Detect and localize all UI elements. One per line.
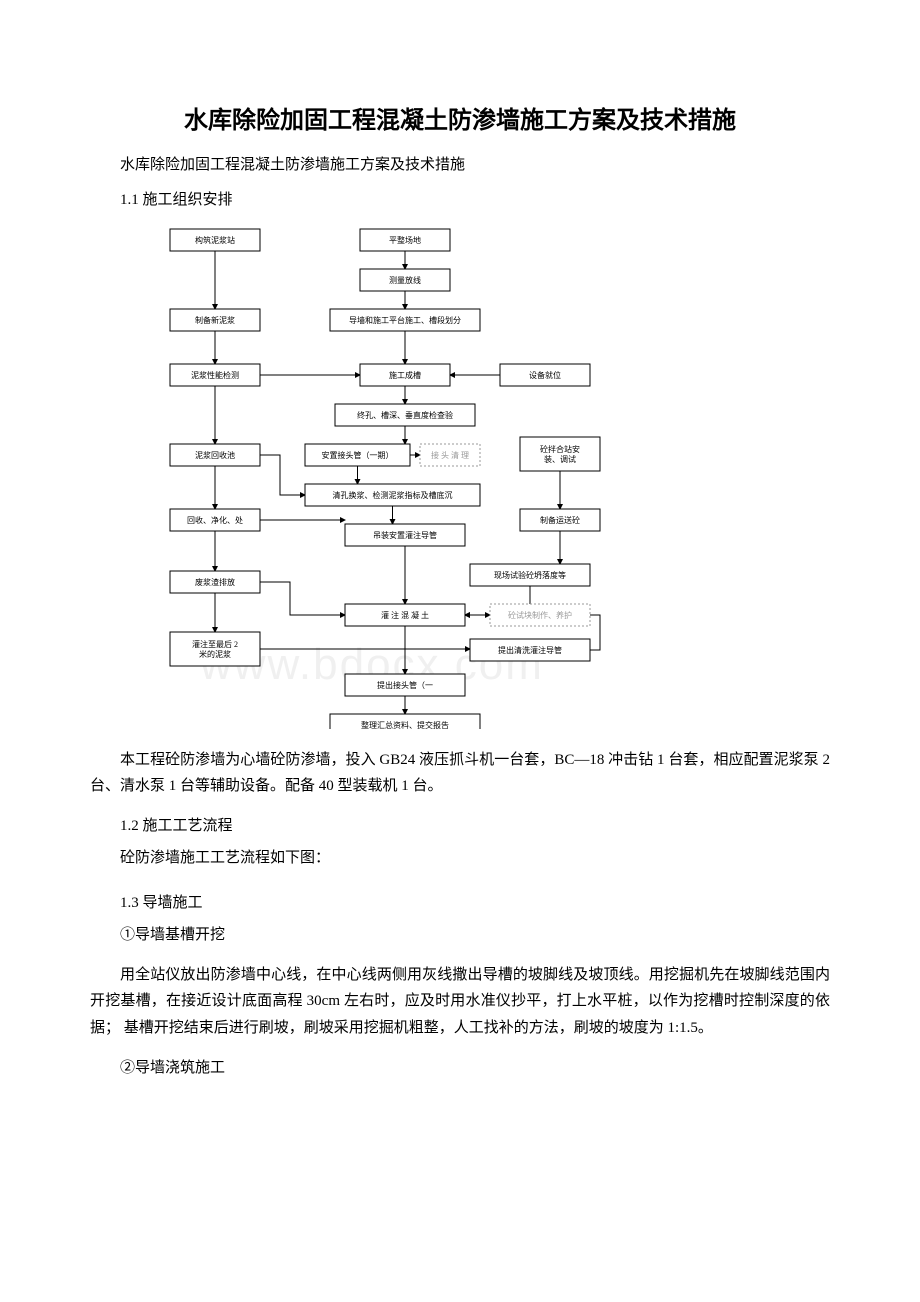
svg-text:导墙和施工平台施工、槽段划分: 导墙和施工平台施工、槽段划分 — [349, 315, 461, 325]
flow-node-n17: 吊装安置灌注导管 — [345, 524, 465, 546]
flow-node-n11: 安置接头管（一期） — [305, 444, 410, 466]
flow-node-n18: 废浆渣排放 — [170, 571, 260, 593]
flow-node-n21: 砼试块制作、养护 — [490, 604, 590, 626]
svg-text:砼试块制作、养护: 砼试块制作、养护 — [508, 610, 572, 620]
paragraph-1: 本工程砼防渗墙为心墙砼防渗墙，投入 GB24 液压抓斗机一台套，BC—18 冲击… — [90, 747, 830, 800]
paragraph-4: 用全站仪放出防渗墙中心线，在中心线两侧用灰线撒出导槽的坡脚线及坡顶线。用挖掘机先… — [90, 962, 830, 1041]
flow-node-n5: 导墙和施工平台施工、槽段划分 — [330, 309, 480, 331]
svg-text:安置接头管（一期）: 安置接头管（一期） — [322, 450, 394, 460]
svg-text:设备就位: 设备就位 — [529, 370, 561, 380]
svg-text:清孔换浆、检测泥浆指标及槽底沉: 清孔换浆、检测泥浆指标及槽底沉 — [333, 490, 453, 500]
svg-text:提出接头管（一: 提出接头管（一 — [377, 680, 433, 690]
flow-node-n7: 施工成槽 — [360, 364, 450, 386]
svg-text:平整场地: 平整场地 — [389, 235, 421, 245]
flow-node-n6: 泥浆性能检测 — [170, 364, 260, 386]
svg-text:测量放线: 测量放线 — [389, 275, 421, 285]
section-1-3: 1.3 导墙施工 — [90, 891, 830, 912]
svg-text:吊装安置灌注导管: 吊装安置灌注导管 — [373, 530, 437, 540]
flow-node-n10: 泥浆回收池 — [170, 444, 260, 466]
flowchart-svg: 构筑泥浆站 平整场地测量放线制备新泥浆 导墙和施工平台施工、槽段划分泥浆性能检测 施工… — [150, 219, 630, 729]
flow-node-n16: 制备运送砼 — [520, 509, 600, 531]
flow-node-n2: 平整场地 — [360, 229, 450, 251]
flow-node-n1: 构筑泥浆站 — [170, 229, 260, 251]
svg-text:施工成槽: 施工成槽 — [389, 370, 421, 380]
svg-text:灌注至最后 2: 灌注至最后 2 — [192, 639, 238, 649]
flow-node-n4: 制备新泥浆 — [170, 309, 260, 331]
svg-text:回收、净化、处: 回收、净化、处 — [187, 515, 243, 525]
svg-text:提出清洗灌注导管: 提出清洗灌注导管 — [498, 645, 562, 655]
paragraph-3: ①导墙基槽开挖 — [90, 922, 830, 948]
flow-node-n3: 测量放线 — [360, 269, 450, 291]
section-1-1: 1.1 施工组织安排 — [90, 188, 830, 209]
svg-text:米的泥浆: 米的泥浆 — [199, 649, 231, 659]
svg-text:接 头 清 理: 接 头 清 理 — [431, 450, 469, 460]
svg-text:废浆渣排放: 废浆渣排放 — [195, 577, 235, 587]
svg-text:整理汇总资料、提交报告: 整理汇总资料、提交报告 — [361, 720, 449, 729]
flow-node-n8: 设备就位 — [500, 364, 590, 386]
svg-text:灌 注 混 凝 土: 灌 注 混 凝 土 — [381, 610, 429, 620]
svg-text:构筑泥浆站: 构筑泥浆站 — [195, 235, 235, 245]
flow-node-n22: 灌注至最后 2米的泥浆 — [170, 632, 260, 666]
flow-node-n14: 清孔换浆、检测泥浆指标及槽底沉 — [305, 484, 480, 506]
flow-node-n15: 回收、净化、处 — [170, 509, 260, 531]
flow-node-n12: 接 头 清 理 — [420, 444, 480, 466]
svg-text:泥浆性能检测: 泥浆性能检测 — [191, 370, 239, 380]
page-title: 水库除险加固工程混凝土防渗墙施工方案及技术措施 — [90, 100, 830, 135]
flow-node-n24: 提出接头管（一 — [345, 674, 465, 696]
svg-text:终孔、槽深、垂直度检查验: 终孔、槽深、垂直度检查验 — [357, 410, 453, 420]
paragraph-5: ②导墙浇筑施工 — [90, 1055, 830, 1081]
svg-text:制备运送砼: 制备运送砼 — [540, 515, 580, 525]
svg-text:砼拌合站安: 砼拌合站安 — [540, 444, 580, 454]
subtitle: 水库除险加固工程混凝土防渗墙施工方案及技术措施 — [90, 153, 830, 174]
svg-text:装、调试: 装、调试 — [544, 454, 576, 464]
svg-text:泥浆回收池: 泥浆回收池 — [195, 450, 235, 460]
flow-node-n20: 灌 注 混 凝 土 — [345, 604, 465, 626]
flowchart: 构筑泥浆站 平整场地测量放线制备新泥浆 导墙和施工平台施工、槽段划分泥浆性能检测 施工… — [150, 219, 630, 729]
flow-node-n9: 终孔、槽深、垂直度检查验 — [335, 404, 475, 426]
flow-node-n13: 砼拌合站安装、调试 — [520, 437, 600, 471]
svg-text:现场试验砼坍落度等: 现场试验砼坍落度等 — [494, 570, 566, 580]
section-1-2: 1.2 施工工艺流程 — [90, 814, 830, 835]
flow-node-n25: 整理汇总资料、提交报告 — [330, 714, 480, 729]
paragraph-2: 砼防渗墙施工工艺流程如下图： — [90, 845, 830, 871]
flow-node-n19: 现场试验砼坍落度等 — [470, 564, 590, 586]
svg-text:制备新泥浆: 制备新泥浆 — [195, 315, 235, 325]
flow-node-n23: 提出清洗灌注导管 — [470, 639, 590, 661]
